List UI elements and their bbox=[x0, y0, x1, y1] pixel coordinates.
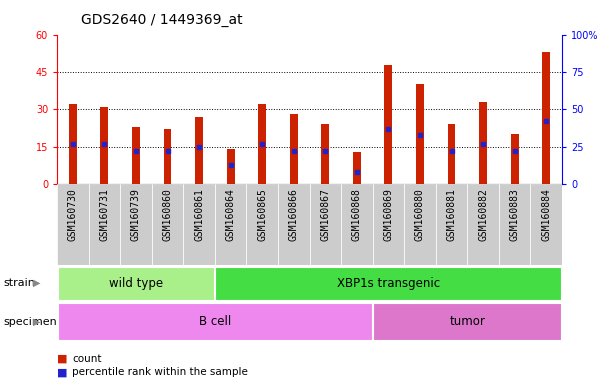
Text: GDS2640 / 1449369_at: GDS2640 / 1449369_at bbox=[81, 13, 243, 27]
Bar bbox=[278, 184, 310, 265]
Text: GSM160861: GSM160861 bbox=[194, 189, 204, 241]
Bar bbox=[385, 65, 392, 184]
Bar bbox=[100, 107, 108, 184]
Text: ▶: ▶ bbox=[33, 278, 40, 288]
Bar bbox=[499, 184, 531, 265]
Text: GSM160882: GSM160882 bbox=[478, 189, 488, 241]
Bar bbox=[151, 184, 183, 265]
Bar bbox=[120, 184, 151, 265]
Bar bbox=[89, 184, 120, 265]
Text: count: count bbox=[72, 354, 102, 364]
Text: XBP1s transgenic: XBP1s transgenic bbox=[337, 277, 440, 290]
Bar bbox=[163, 129, 171, 184]
Text: tumor: tumor bbox=[450, 315, 485, 328]
Text: GSM160730: GSM160730 bbox=[68, 189, 78, 241]
Bar bbox=[57, 184, 89, 265]
Text: GSM160883: GSM160883 bbox=[510, 189, 520, 241]
Bar bbox=[246, 184, 278, 265]
Bar bbox=[416, 84, 424, 184]
Text: GSM160880: GSM160880 bbox=[415, 189, 425, 241]
Bar bbox=[227, 149, 234, 184]
Bar bbox=[341, 184, 373, 265]
Bar bbox=[373, 303, 561, 340]
Bar bbox=[132, 127, 140, 184]
Text: B cell: B cell bbox=[199, 315, 231, 328]
Text: GSM160884: GSM160884 bbox=[541, 189, 551, 241]
Bar bbox=[531, 184, 562, 265]
Bar bbox=[310, 184, 341, 265]
Text: GSM160869: GSM160869 bbox=[383, 189, 394, 241]
Bar bbox=[216, 267, 561, 300]
Bar bbox=[258, 104, 266, 184]
Text: GSM160867: GSM160867 bbox=[320, 189, 331, 241]
Text: percentile rank within the sample: percentile rank within the sample bbox=[72, 367, 248, 377]
Text: GSM160865: GSM160865 bbox=[257, 189, 267, 241]
Bar bbox=[373, 184, 404, 265]
Bar bbox=[468, 184, 499, 265]
Bar bbox=[448, 124, 456, 184]
Bar bbox=[195, 117, 203, 184]
Text: ▶: ▶ bbox=[33, 316, 40, 327]
Text: specimen: specimen bbox=[3, 316, 56, 327]
Bar bbox=[542, 52, 550, 184]
Bar bbox=[58, 267, 214, 300]
Text: GSM160868: GSM160868 bbox=[352, 189, 362, 241]
Text: GSM160864: GSM160864 bbox=[225, 189, 236, 241]
Bar bbox=[183, 184, 215, 265]
Text: ■: ■ bbox=[57, 354, 67, 364]
Bar bbox=[353, 152, 361, 184]
Text: GSM160881: GSM160881 bbox=[447, 189, 457, 241]
Text: GSM160866: GSM160866 bbox=[288, 189, 299, 241]
Text: GSM160739: GSM160739 bbox=[131, 189, 141, 241]
Text: wild type: wild type bbox=[109, 277, 163, 290]
Bar bbox=[58, 303, 372, 340]
Bar bbox=[69, 104, 77, 184]
Text: GSM160731: GSM160731 bbox=[99, 189, 109, 241]
Bar bbox=[290, 114, 297, 184]
Bar bbox=[404, 184, 436, 265]
Text: ■: ■ bbox=[57, 367, 67, 377]
Bar bbox=[322, 124, 329, 184]
Bar bbox=[511, 134, 519, 184]
Bar bbox=[215, 184, 246, 265]
Text: GSM160860: GSM160860 bbox=[162, 189, 172, 241]
Bar bbox=[436, 184, 468, 265]
Bar bbox=[479, 102, 487, 184]
Text: strain: strain bbox=[3, 278, 35, 288]
